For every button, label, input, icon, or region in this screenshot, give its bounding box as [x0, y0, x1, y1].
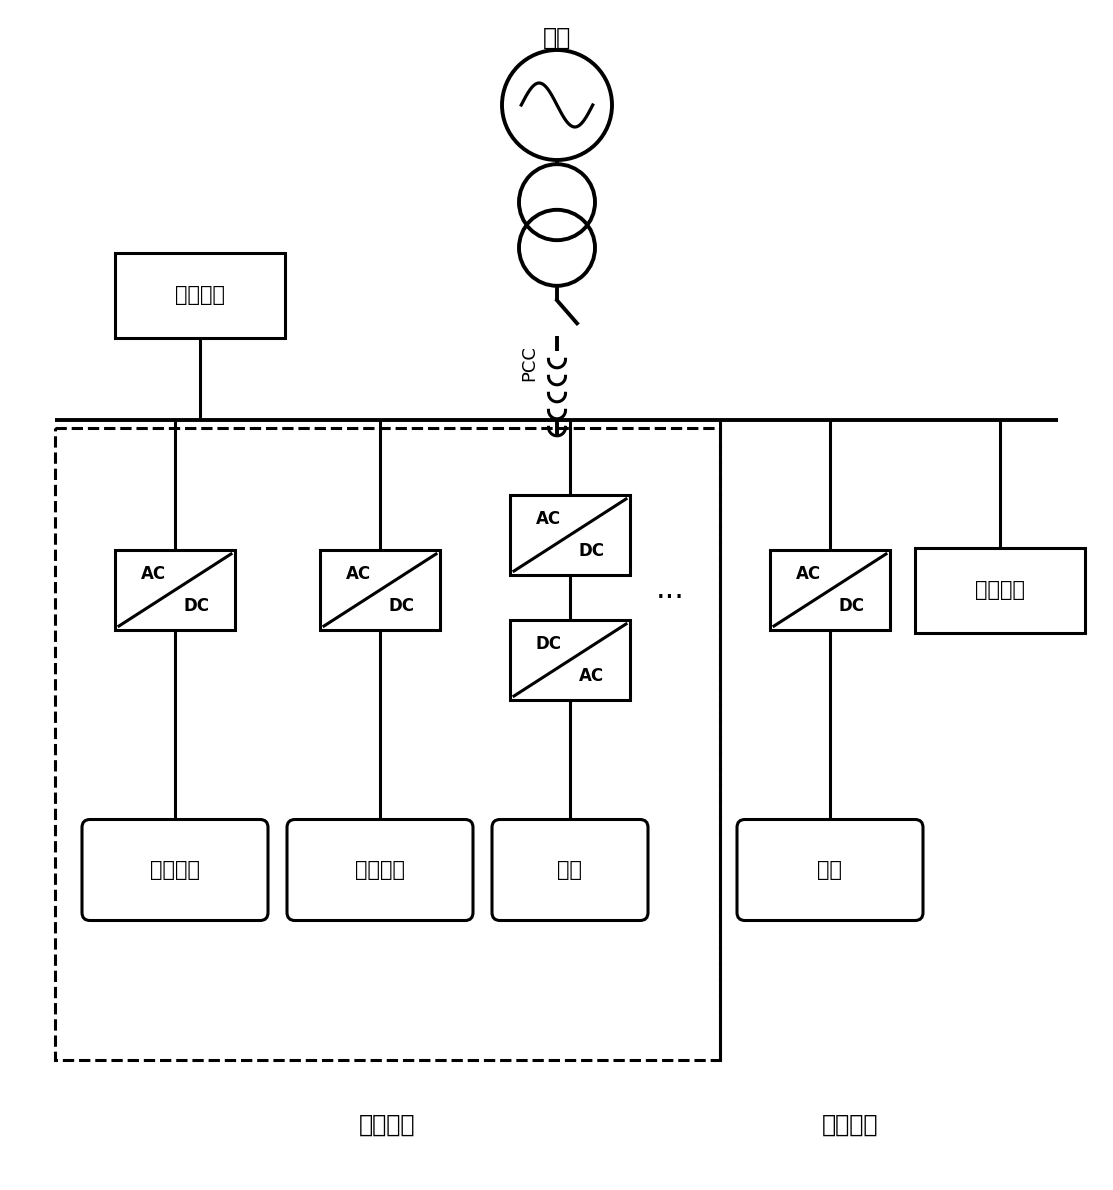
Text: AC: AC — [141, 565, 166, 583]
Bar — [915, 547, 1085, 633]
Text: DC: DC — [535, 635, 561, 653]
Text: 风机: 风机 — [558, 860, 582, 879]
Bar — [510, 620, 630, 700]
Text: 从逆变器: 从逆变器 — [359, 1113, 416, 1136]
Text: AC: AC — [796, 565, 821, 583]
Bar — [510, 495, 630, 575]
Text: 电网: 电网 — [543, 26, 571, 50]
Text: 主逆变器: 主逆变器 — [821, 1113, 878, 1136]
Text: DC: DC — [838, 597, 865, 615]
Text: 燃料电池: 燃料电池 — [355, 860, 405, 879]
FancyBboxPatch shape — [492, 820, 648, 921]
Text: AC: AC — [579, 668, 604, 685]
Text: DC: DC — [388, 597, 415, 615]
FancyBboxPatch shape — [82, 820, 268, 921]
Text: AC: AC — [535, 511, 561, 528]
Bar — [115, 252, 285, 338]
Bar — [55, 428, 720, 1060]
Text: 用电负荷: 用电负荷 — [175, 284, 225, 305]
Text: 用电负荷: 用电负荷 — [975, 580, 1025, 600]
FancyBboxPatch shape — [737, 820, 923, 921]
Text: PCC: PCC — [520, 345, 538, 381]
Text: ...: ... — [656, 576, 684, 605]
Bar — [321, 550, 440, 630]
Text: 光伏电池: 光伏电池 — [150, 860, 200, 879]
Bar — [115, 550, 235, 630]
Bar — [770, 550, 890, 630]
Text: DC: DC — [579, 541, 604, 560]
Text: DC: DC — [184, 597, 209, 615]
Text: AC: AC — [346, 565, 371, 583]
FancyBboxPatch shape — [287, 820, 473, 921]
Text: 储能: 储能 — [818, 860, 843, 879]
